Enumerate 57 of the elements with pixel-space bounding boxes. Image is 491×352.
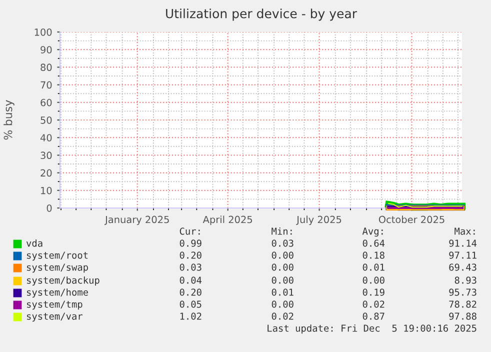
text: 0.99 [180,240,202,247]
text: 0.02 [272,312,294,320]
y-axis-title: % busy [4,100,14,140]
legend-label: system/backup [26,276,100,286]
text: 69.43 [449,264,476,271]
text: 0.02 [362,300,384,308]
y-tick-label: 0 [46,204,52,212]
y-tick-label: 70 [40,81,52,89]
text: 0.20 [180,252,202,259]
y-tick-label: 50 [40,116,52,124]
text: Last update: Fri Dec 5 19:00:16 2025 [268,324,476,334]
y-tick-label: 30 [40,152,52,160]
text: 8.93 [454,276,476,284]
text: 0.00 [272,252,294,259]
x-tick-label: October 2025 [378,216,444,224]
x-tick-label: April 2025 [202,216,252,226]
y-tick-label: 80 [40,64,52,72]
text: 0.00 [272,300,294,308]
y-tick-label: 40 [40,134,52,142]
y-tick-label: 20 [40,169,52,177]
text: 1.02 [180,312,202,320]
text: 0.01 [362,264,384,271]
legend-label: system/var [26,312,82,322]
chart-title: Utilization per device - by year [166,8,358,21]
x-tick-label: July 2025 [296,216,342,226]
legend-label: vda [26,239,42,247]
text: 0.04 [180,276,202,284]
text: 0.20 [180,288,202,296]
text: 0.01 [272,288,294,296]
text: 78.82 [449,300,476,308]
text: Cur: [180,228,200,235]
text: 0.00 [362,276,384,284]
text: 0.05 [180,300,202,308]
legend-label: system/home [26,288,88,298]
text: 97.11 [449,252,476,259]
text: 95.73 [449,288,476,296]
text: 0.64 [362,240,385,247]
text: 0.87 [362,312,384,320]
legend-label: system/root [26,252,88,261]
text: Max: [454,228,475,235]
text: Avg: [362,228,383,237]
x-tick-label: January 2025 [104,216,169,226]
text: 0.19 [362,288,384,296]
text: 0.00 [272,276,294,284]
text: 0.03 [180,264,202,271]
y-tick-label: 90 [40,46,52,54]
legend-label: system/swap [26,264,88,273]
legend-label: system/tmp [26,300,82,310]
text: 0.18 [362,252,384,259]
text: Min: [272,227,292,235]
y-tick-label: 100 [34,28,52,36]
text: 0.00 [272,264,294,271]
text: 91.14 [449,240,477,247]
text: 97.88 [449,312,476,320]
y-tick-label: 60 [40,98,52,106]
text: 0.03 [272,240,294,247]
y-tick-label: 10 [41,186,52,194]
